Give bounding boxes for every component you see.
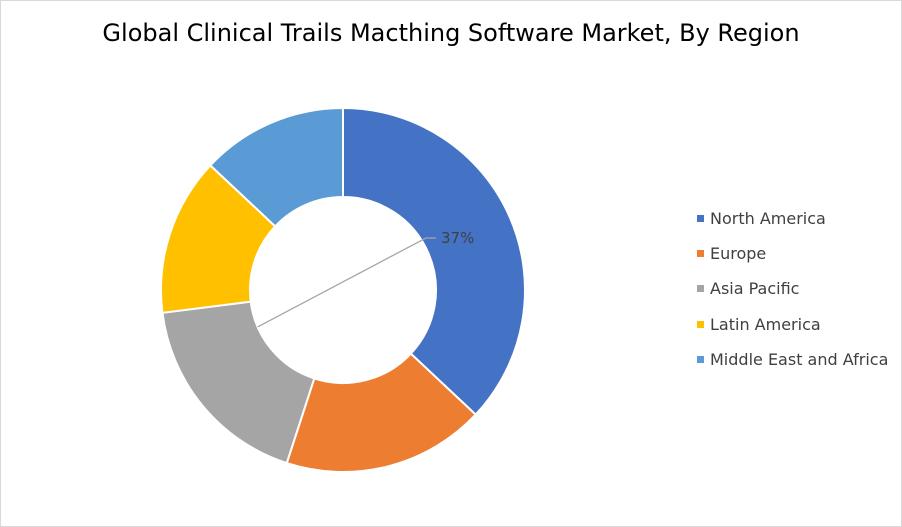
legend-item: Asia Pacific (697, 279, 888, 314)
chart-title: Global Clinical Trails Macthing Software… (102, 19, 800, 47)
donut-slice-north-america (342, 106, 526, 417)
donut-slice-middle-east-and-africa (208, 106, 344, 228)
legend-item: Latin America (697, 315, 888, 350)
legend-label: Middle East and Africa (710, 349, 889, 369)
legend: North America Europe Asia Pacific Latin Ame… (697, 209, 888, 385)
donut-slice-asia-pacific (161, 300, 316, 465)
legend-swatch (697, 250, 704, 258)
legend-label: Asia Pacific (710, 279, 800, 299)
legend-swatch (697, 320, 704, 328)
legend-label: North America (710, 209, 826, 228)
legend-swatch (697, 285, 704, 293)
data-label-leader-line (257, 237, 436, 328)
data-label: 37% (441, 229, 474, 247)
legend-label: Europe (710, 244, 767, 264)
legend-swatch (697, 355, 704, 363)
legend-item: Middle East and Africa (697, 350, 888, 385)
legend-swatch (697, 215, 704, 222)
donut-slice-europe (285, 352, 478, 473)
legend-item: North America (697, 209, 888, 244)
legend-item: Europe (697, 244, 888, 279)
legend-label: Latin America (710, 314, 821, 334)
